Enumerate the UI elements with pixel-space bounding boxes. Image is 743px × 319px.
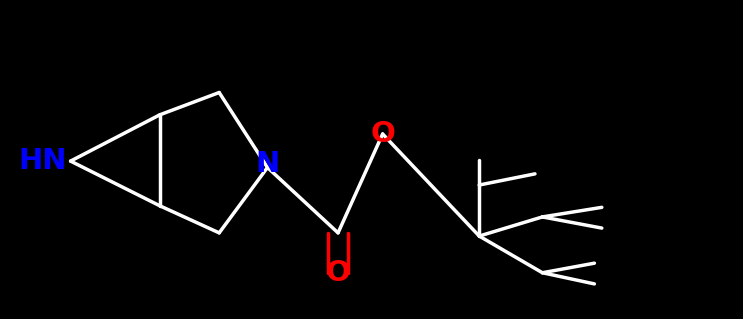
Text: O: O xyxy=(325,259,351,287)
Text: O: O xyxy=(370,120,395,148)
Text: HN: HN xyxy=(19,147,67,175)
Text: N: N xyxy=(256,150,279,178)
